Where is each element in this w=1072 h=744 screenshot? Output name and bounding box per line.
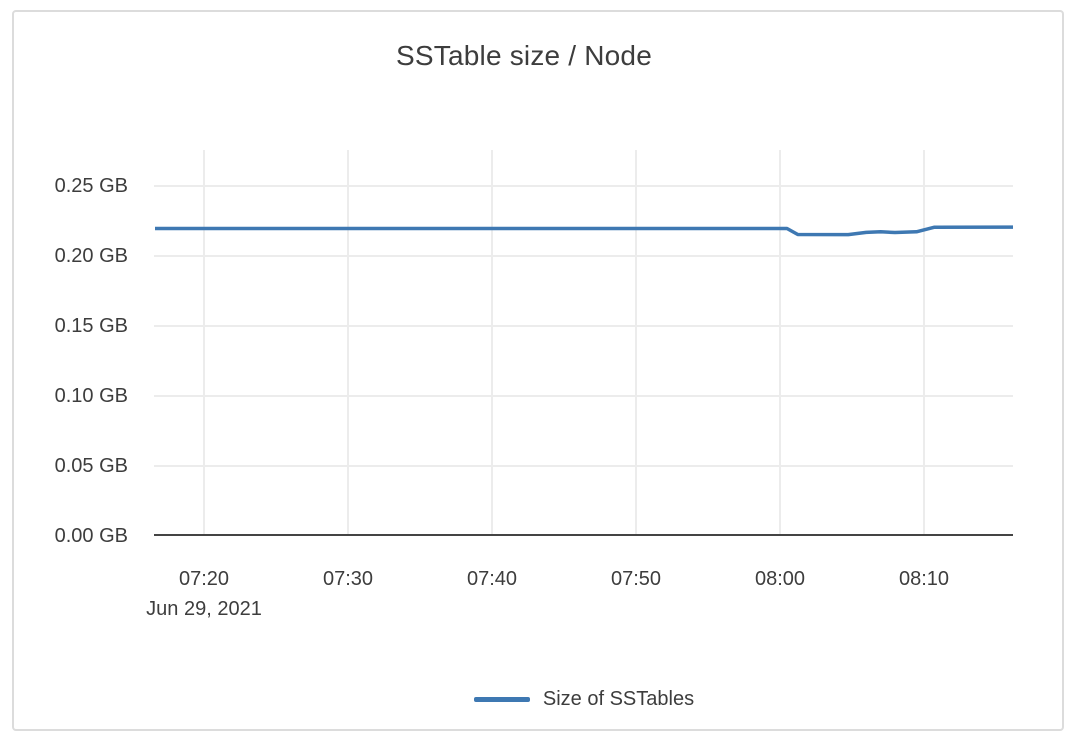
- card-border: [12, 10, 1064, 731]
- x-gridline: [923, 150, 925, 535]
- x-tick-label: 07:40: [466, 568, 518, 590]
- y-tick-label: 0.25 GB: [54, 175, 128, 197]
- y-tick-label: 0.20 GB: [54, 245, 128, 267]
- y-tick-label: 0.00 GB: [54, 525, 128, 547]
- y-gridline: [154, 465, 1013, 467]
- legend-swatch: [473, 696, 530, 702]
- x-gridline: [203, 150, 205, 535]
- x-gridline: [347, 150, 349, 535]
- x-tick-label: 08:10: [898, 568, 950, 590]
- y-gridline: [154, 185, 1013, 187]
- legend: Size of SSTables: [155, 686, 1013, 712]
- x-tick-label: 07:20: [178, 568, 230, 590]
- y-gridline: [154, 325, 1013, 327]
- y-tick-label: 0.10 GB: [54, 385, 128, 407]
- x-axis-line: [154, 534, 1013, 536]
- y-tick-label: 0.15 GB: [54, 315, 128, 337]
- y-gridline: [154, 395, 1013, 397]
- date-label: Jun 29, 2021: [146, 598, 262, 620]
- legend-item-size-of-sstables[interactable]: Size of SSTables: [473, 686, 695, 712]
- x-gridline: [779, 150, 781, 535]
- x-gridline: [491, 150, 493, 535]
- legend-label: Size of SSTables: [542, 688, 695, 710]
- y-gridline: [154, 255, 1013, 257]
- y-tick-label: 0.05 GB: [54, 455, 128, 477]
- x-gridline: [635, 150, 637, 535]
- x-tick-label: 07:30: [322, 568, 374, 590]
- x-tick-label: 08:00: [754, 568, 806, 590]
- x-tick-label: 07:50: [610, 568, 662, 590]
- chart-title: SSTable size / Node: [396, 40, 652, 71]
